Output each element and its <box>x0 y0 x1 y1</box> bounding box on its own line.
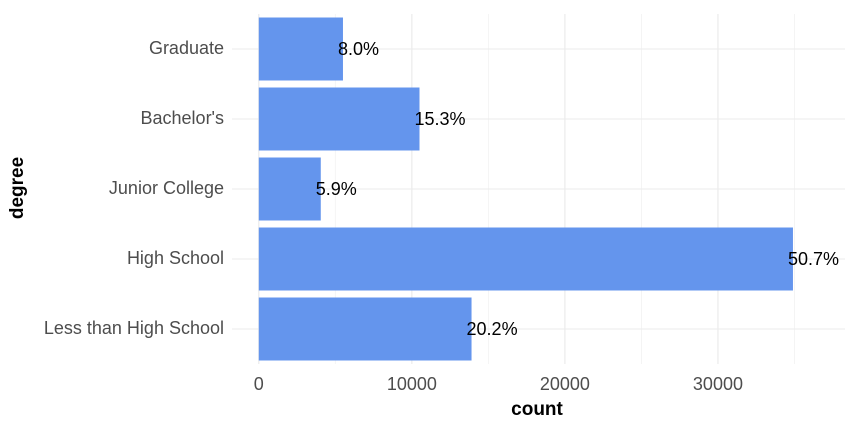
value-label: 50.7% <box>788 249 839 269</box>
bar <box>258 87 420 151</box>
value-label: 15.3% <box>414 109 465 129</box>
bar <box>258 157 321 221</box>
bar <box>258 227 793 291</box>
bar <box>258 297 472 361</box>
y-tick-label: Graduate <box>149 38 224 58</box>
bar <box>258 17 343 81</box>
y-tick-label: Less than High School <box>44 318 224 338</box>
x-tick-label: 10000 <box>387 374 437 394</box>
y-tick-label: High School <box>127 248 224 268</box>
x-tick-label: 0 <box>254 374 264 394</box>
value-label: 8.0% <box>338 39 379 59</box>
x-axis-title: count <box>511 399 563 420</box>
y-tick-label: Junior College <box>109 178 224 198</box>
value-label: 20.2% <box>467 319 518 339</box>
value-label: 5.9% <box>316 179 357 199</box>
x-tick-label: 20000 <box>540 374 590 394</box>
x-tick-label: 30000 <box>693 374 743 394</box>
y-axis-title: degree <box>7 157 28 219</box>
y-tick-label: Bachelor's <box>141 108 224 128</box>
